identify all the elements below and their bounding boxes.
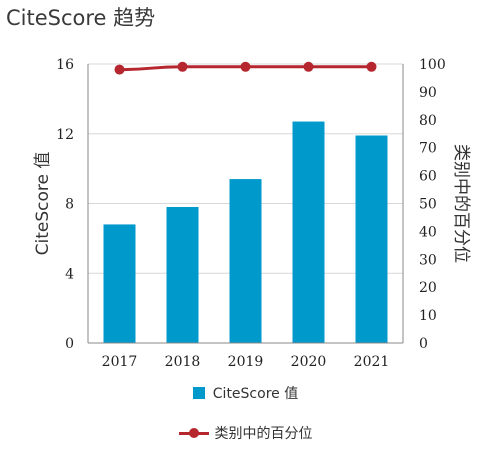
bar-2017 xyxy=(103,224,136,343)
legend-bar-label: CiteScore 值 xyxy=(212,386,299,402)
bar-2020 xyxy=(292,121,325,343)
x-tick-label-2017: 2017 xyxy=(102,354,138,370)
x-tick-label-2018: 2018 xyxy=(165,354,201,370)
y2-tick-label-8: 80 xyxy=(419,113,437,129)
percentile-point-2020 xyxy=(303,61,314,72)
percentile-point-2019 xyxy=(240,61,251,72)
y2-tick-label-9: 90 xyxy=(419,85,437,101)
legend-line-label: 类别中的百分位 xyxy=(214,426,313,442)
legend-item-bar: CiteScore 值 xyxy=(0,383,491,403)
y2-tick-label-10: 100 xyxy=(419,57,446,73)
y-tick-label-3: 12 xyxy=(56,127,74,143)
y-tick-label-4: 16 xyxy=(56,57,74,73)
y2-tick-label-1: 10 xyxy=(419,308,437,324)
y2-axis-title: 类别中的百分位 xyxy=(451,144,471,263)
y2-tick-label-2: 20 xyxy=(419,280,437,296)
x-tick-label-2021: 2021 xyxy=(354,354,390,370)
y2-tick-label-0: 0 xyxy=(419,336,428,352)
bar-2018 xyxy=(166,206,199,343)
y-axis-title: CiteScore 值 xyxy=(33,152,53,256)
y-tick-label-1: 4 xyxy=(65,266,74,282)
legend-line-swatch xyxy=(178,427,209,439)
bar-2021 xyxy=(355,135,388,343)
legend-bar-swatch xyxy=(192,387,205,399)
legend-item-line: 类别中的百分位 xyxy=(0,423,491,443)
percentile-point-2017 xyxy=(114,64,125,75)
y2-tick-label-3: 30 xyxy=(419,252,437,268)
percentile-point-2018 xyxy=(177,61,188,72)
citescore-chart: 0 4 8 12 16 0 10 20 30 40 50 60 70 80 90 100 2017 2018 201… xyxy=(33,57,471,370)
y2-tick-label-6: 60 xyxy=(419,169,437,185)
y2-tick-label-4: 40 xyxy=(419,224,437,240)
x-tick-label-2019: 2019 xyxy=(228,354,264,370)
y-tick-label-0: 0 xyxy=(65,336,74,352)
y-tick-label-2: 8 xyxy=(65,197,74,213)
page-title: CiteScore 趋势 xyxy=(6,6,156,30)
y2-tick-label-7: 70 xyxy=(419,141,437,157)
bar-2019 xyxy=(229,179,262,343)
x-tick-label-2020: 2020 xyxy=(291,354,327,370)
percentile-point-2021 xyxy=(366,61,377,72)
y2-tick-label-5: 50 xyxy=(419,197,437,213)
